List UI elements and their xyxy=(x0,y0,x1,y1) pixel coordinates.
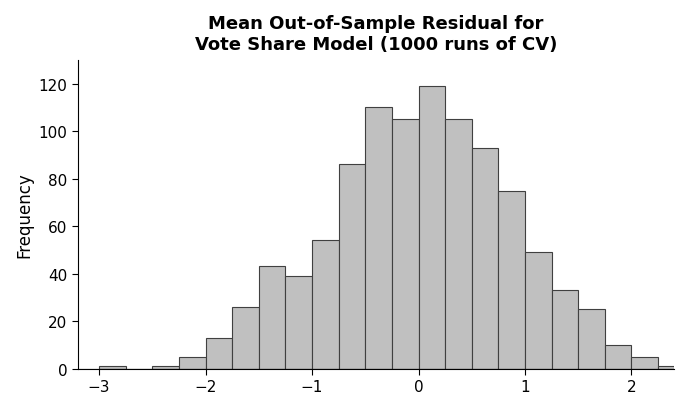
Bar xyxy=(552,290,578,369)
Bar xyxy=(365,108,392,369)
Bar xyxy=(472,148,498,369)
Bar xyxy=(658,366,685,369)
Bar xyxy=(578,310,605,369)
Bar xyxy=(631,357,658,369)
Bar xyxy=(339,165,365,369)
Bar xyxy=(152,366,179,369)
Bar xyxy=(205,338,232,369)
Bar xyxy=(259,267,285,369)
Bar xyxy=(179,357,205,369)
Bar xyxy=(418,87,445,369)
Bar xyxy=(605,345,631,369)
Title: Mean Out-of-Sample Residual for
Vote Share Model (1000 runs of CV): Mean Out-of-Sample Residual for Vote Sha… xyxy=(195,15,557,54)
Bar xyxy=(312,241,339,369)
Bar xyxy=(232,307,259,369)
Bar xyxy=(498,191,525,369)
Y-axis label: Frequency: Frequency xyxy=(15,172,33,258)
Bar xyxy=(445,120,472,369)
Bar xyxy=(99,366,126,369)
Bar xyxy=(392,120,418,369)
Bar xyxy=(285,276,312,369)
Bar xyxy=(525,253,552,369)
